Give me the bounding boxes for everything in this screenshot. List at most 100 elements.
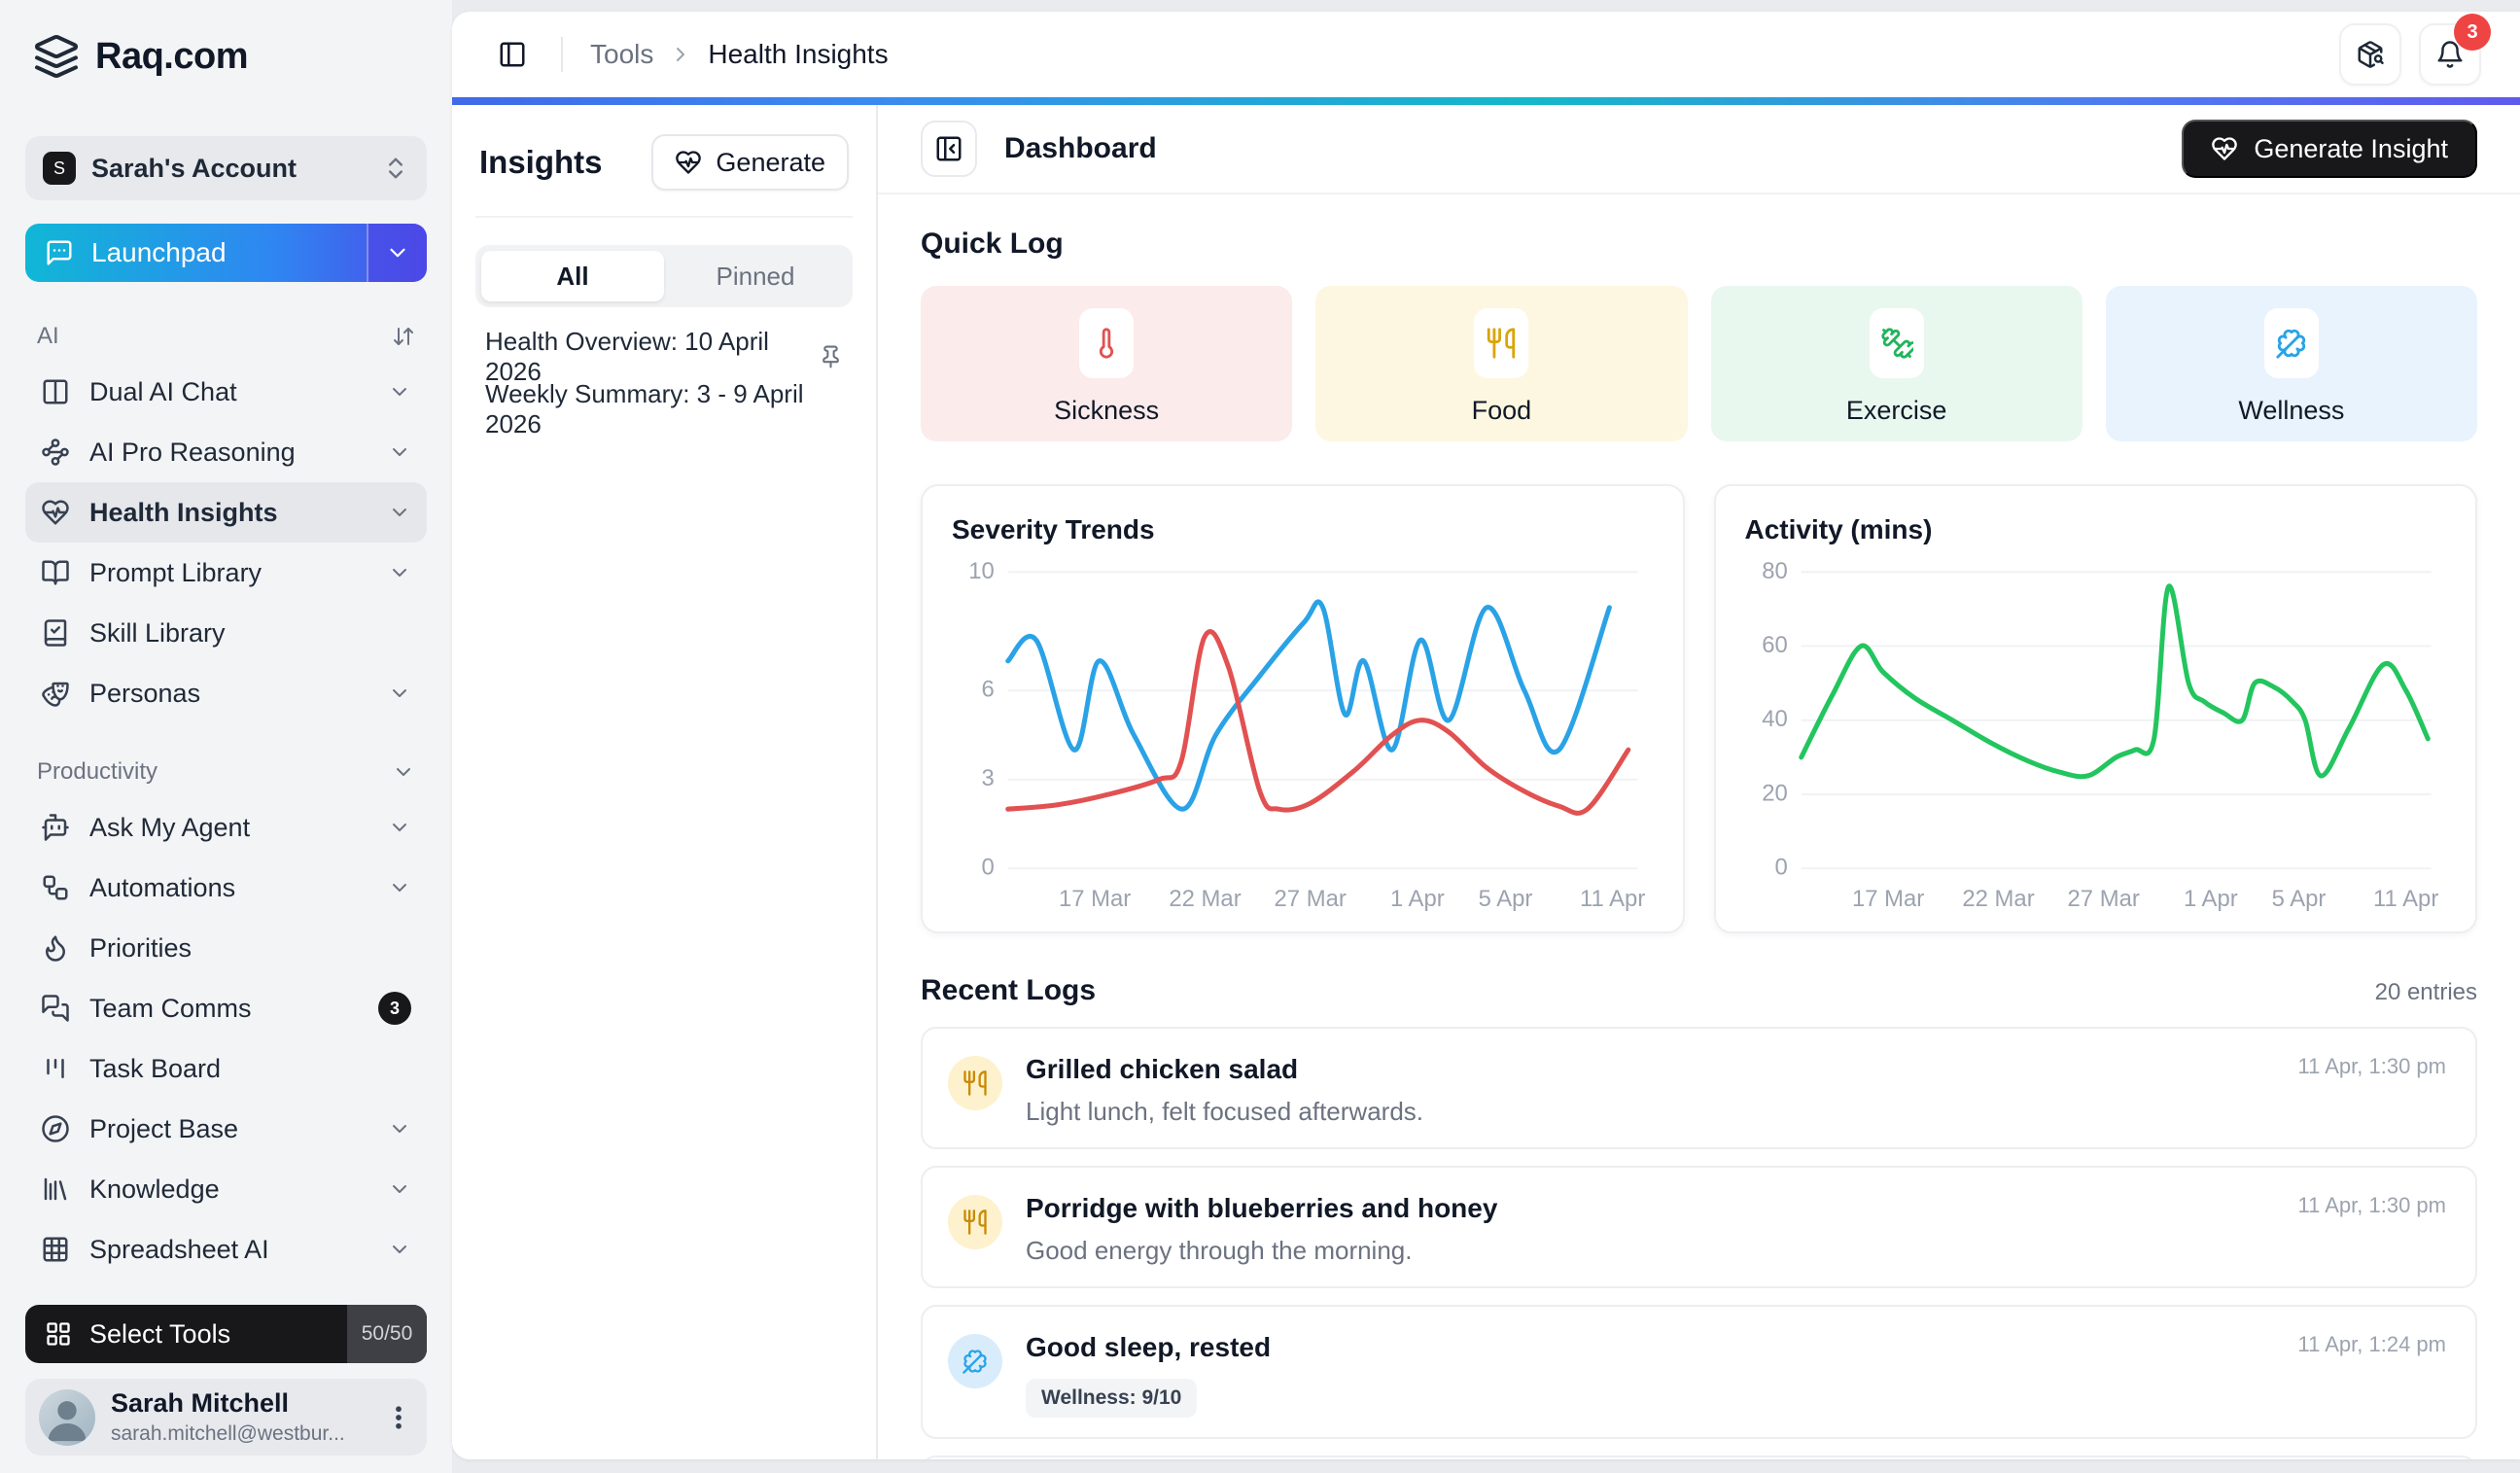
sort-arrows-icon[interactable]	[392, 325, 415, 348]
section-label-productivity: Productivity	[37, 758, 158, 786]
insights-header: Insights Generate	[475, 132, 853, 218]
section-label-ai: AI	[37, 323, 59, 350]
sidebar-nav-ai: Dual AI Chat AI Pro Reasoning Health Ins…	[25, 362, 427, 723]
select-tools-button[interactable]: Select Tools 50/50	[25, 1305, 427, 1363]
sidebar-item-task-board[interactable]: Task Board	[25, 1038, 427, 1099]
generate-insight-button[interactable]: Generate Insight	[2182, 120, 2477, 178]
sidebar-item-project-base[interactable]: Project Base	[25, 1099, 427, 1159]
table-grid-icon	[41, 1235, 70, 1264]
select-tools-main[interactable]: Select Tools	[25, 1305, 347, 1363]
select-tools-label: Select Tools	[89, 1319, 230, 1350]
svg-text:0: 0	[982, 854, 995, 880]
launchpad-label: Launchpad	[91, 237, 227, 268]
insights-panel: Insights Generate All Pinned Health Over…	[452, 105, 878, 1459]
logo: Raq.com	[25, 33, 427, 80]
sidebar-item-label: Task Board	[89, 1054, 411, 1084]
user-card[interactable]: Sarah Mitchell sarah.mitchell@westbur...	[25, 1379, 427, 1455]
sidebar-item-personas[interactable]: Personas	[25, 663, 427, 723]
icon-tile	[1474, 308, 1528, 378]
svg-text:20: 20	[1762, 780, 1788, 806]
accent-gradient-bar	[452, 97, 2520, 105]
svg-text:40: 40	[1762, 706, 1788, 732]
sidebar: Raq.com S Sarah's Account Launchpad AI D…	[0, 0, 452, 1473]
svg-text:17 Mar: 17 Mar	[1059, 886, 1131, 912]
svg-text:5 Apr: 5 Apr	[1479, 886, 1533, 912]
svg-text:22 Mar: 22 Mar	[1962, 886, 2034, 912]
chevron-down-icon	[392, 760, 415, 784]
sidebar-section-ai: AI	[25, 323, 427, 350]
sidebar-section-productivity[interactable]: Productivity	[25, 758, 427, 786]
insight-item-weekly-summary[interactable]: Weekly Summary: 3 - 9 April 2026	[475, 383, 853, 436]
layout-grid-icon	[45, 1320, 72, 1348]
chevron-down-icon	[385, 240, 410, 265]
launchpad-button[interactable]: Launchpad	[25, 224, 427, 282]
breadcrumb-tools[interactable]: Tools	[590, 39, 653, 70]
log-timestamp: 11 Apr, 1:24 pm	[2298, 1332, 2446, 1357]
log-item-partial[interactable]: Morning	[921, 1455, 2477, 1459]
quick-log-wellness-card[interactable]: Wellness	[2106, 286, 2477, 441]
quick-log-sickness-card[interactable]: Sickness	[921, 286, 1292, 441]
sidebar-item-ask-my-agent[interactable]: Ask My Agent	[25, 797, 427, 858]
sidebar-item-health-insights[interactable]: Health Insights	[25, 482, 427, 543]
sidebar-item-team-comms[interactable]: Team Comms 3	[25, 978, 427, 1038]
sidebar-nav-productivity: Ask My Agent Automations Priorities Team…	[25, 797, 427, 1280]
insights-tabs: All Pinned	[475, 245, 853, 307]
pin-icon[interactable]	[819, 344, 843, 369]
library-icon	[41, 1175, 70, 1204]
chevron-down-icon	[388, 816, 411, 839]
user-meta: Sarah Mitchell sarah.mitchell@westbur...	[111, 1388, 368, 1446]
log-item-grilled-chicken-salad[interactable]: Grilled chicken salad Light lunch, felt …	[921, 1027, 2477, 1149]
sidebar-item-label: Knowledge	[89, 1175, 368, 1205]
log-item-porridge[interactable]: Porridge with blueberries and honey Good…	[921, 1166, 2477, 1288]
ellipsis-vertical-icon[interactable]	[384, 1403, 413, 1432]
tab-all[interactable]: All	[481, 251, 664, 301]
generate-button[interactable]: Generate	[651, 134, 849, 191]
user-name: Sarah Mitchell	[111, 1388, 368, 1419]
severity-trends-chart: 0361017 Mar22 Mar27 Mar1 Apr5 Apr11 Apr	[952, 552, 1654, 920]
svg-text:22 Mar: 22 Mar	[1169, 886, 1241, 912]
sidebar-item-ai-pro-reasoning[interactable]: AI Pro Reasoning	[25, 422, 427, 482]
account-switcher[interactable]: S Sarah's Account	[25, 136, 427, 200]
dashboard-header: Dashboard Generate Insight	[878, 105, 2520, 194]
utensils-icon	[1485, 327, 1518, 360]
select-tools-count: 50/50	[347, 1305, 427, 1363]
utensils-icon	[962, 1070, 989, 1097]
launchpad-dropdown-button[interactable]	[367, 224, 427, 282]
quick-log-heading: Quick Log	[921, 228, 2477, 261]
sidebar-item-label: Project Base	[89, 1114, 368, 1144]
clover-icon	[962, 1348, 989, 1375]
sidebar-item-skill-library[interactable]: Skill Library	[25, 603, 427, 663]
icon-tile	[2264, 308, 2319, 378]
toggle-sidebar-button[interactable]	[491, 33, 534, 76]
sidebar-item-spreadsheet-ai[interactable]: Spreadsheet AI	[25, 1219, 427, 1280]
utensils-icon	[962, 1209, 989, 1236]
sidebar-item-prompt-library[interactable]: Prompt Library	[25, 543, 427, 603]
notifications-button[interactable]: 3	[2419, 23, 2481, 86]
log-description: Light lunch, felt focused afterwards.	[1026, 1097, 1423, 1127]
quick-log-card-label: Wellness	[2238, 396, 2344, 426]
tab-pinned[interactable]: Pinned	[664, 251, 847, 301]
heart-pulse-icon	[2211, 135, 2238, 162]
launchpad-main[interactable]: Launchpad	[25, 224, 367, 282]
log-icon-wellness	[948, 1334, 1002, 1388]
compass-icon	[41, 1114, 70, 1143]
package-search-button[interactable]	[2339, 23, 2401, 86]
content-row: Insights Generate All Pinned Health Over…	[452, 105, 2520, 1459]
activity-chart-card: Activity (mins) 02040608017 Mar22 Mar27 …	[1714, 484, 2478, 933]
user-email: sarah.mitchell@westbur...	[111, 1422, 368, 1446]
collapse-insights-button[interactable]	[921, 121, 977, 177]
sidebar-item-knowledge[interactable]: Knowledge	[25, 1159, 427, 1219]
insight-item-health-overview[interactable]: Health Overview: 10 April 2026	[475, 331, 853, 383]
quick-log-food-card[interactable]: Food	[1315, 286, 1687, 441]
sidebar-item-dual-ai-chat[interactable]: Dual AI Chat	[25, 362, 427, 422]
sidebar-item-priorities[interactable]: Priorities	[25, 918, 427, 978]
sidebar-item-automations[interactable]: Automations	[25, 858, 427, 918]
chevron-down-icon	[388, 380, 411, 403]
drama-masks-icon	[41, 679, 70, 708]
insight-item-label: Weekly Summary: 3 - 9 April 2026	[485, 379, 843, 439]
log-item-good-sleep[interactable]: Good sleep, rested Wellness: 9/10 11 Apr…	[921, 1305, 2477, 1439]
chevron-down-icon	[388, 561, 411, 584]
quick-log-exercise-card[interactable]: Exercise	[1711, 286, 2082, 441]
dashboard-scroll-area[interactable]: Quick Log Sickness Food Exercise	[878, 194, 2520, 1459]
log-icon-food	[948, 1056, 1002, 1110]
